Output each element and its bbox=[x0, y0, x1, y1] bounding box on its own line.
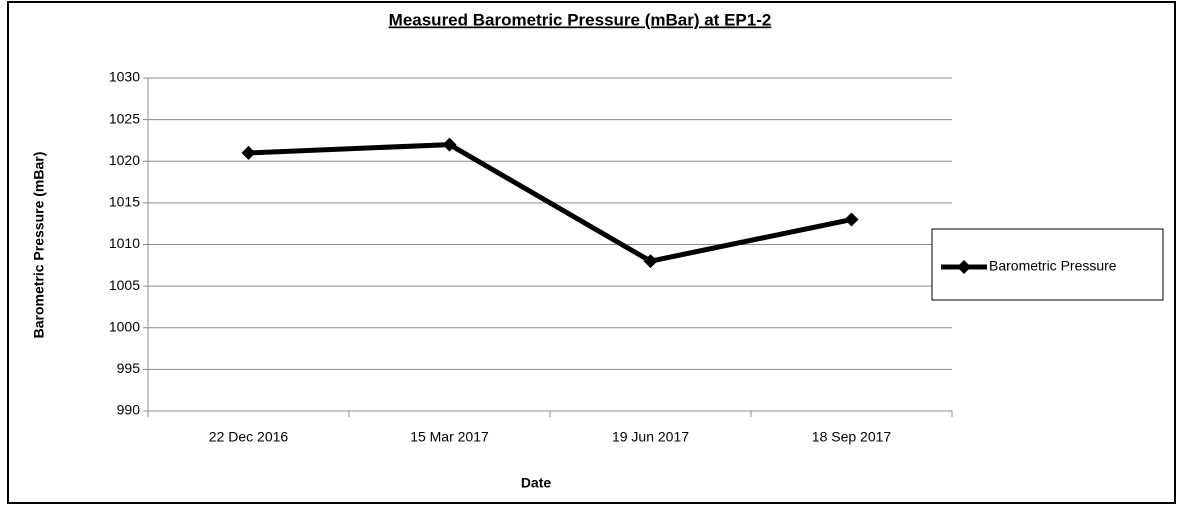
x-tick-label: 19 Jun 2017 bbox=[612, 429, 689, 445]
y-tick-label: 1020 bbox=[109, 152, 140, 168]
y-tick-label: 1025 bbox=[109, 110, 140, 126]
series-line bbox=[248, 142, 853, 264]
legend-label: Barometric Pressure bbox=[989, 258, 1117, 274]
chart-title: Measured Barometric Pressure (mBar) at E… bbox=[389, 10, 772, 29]
y-tick-label: 1010 bbox=[109, 235, 140, 251]
y-tick-label: 1000 bbox=[109, 318, 140, 334]
x-tick-label: 18 Sep 2017 bbox=[812, 429, 892, 445]
x-tick-label: 22 Dec 2016 bbox=[209, 429, 289, 445]
y-tick-label: 1030 bbox=[109, 69, 140, 85]
marker bbox=[844, 212, 859, 227]
marker bbox=[442, 137, 457, 152]
marker bbox=[643, 254, 658, 269]
y-tick-label: 995 bbox=[117, 360, 141, 376]
legend-marker bbox=[957, 260, 971, 274]
y-axis-title: Barometric Pressure (mBar) bbox=[31, 152, 47, 339]
y-tick-label: 1005 bbox=[109, 277, 140, 293]
y-tick-label: 990 bbox=[117, 402, 141, 418]
y-tick-label: 1015 bbox=[109, 194, 140, 210]
x-axis-title: Date bbox=[521, 475, 552, 491]
marker bbox=[241, 145, 256, 160]
x-tick-label: 15 Mar 2017 bbox=[410, 429, 489, 445]
